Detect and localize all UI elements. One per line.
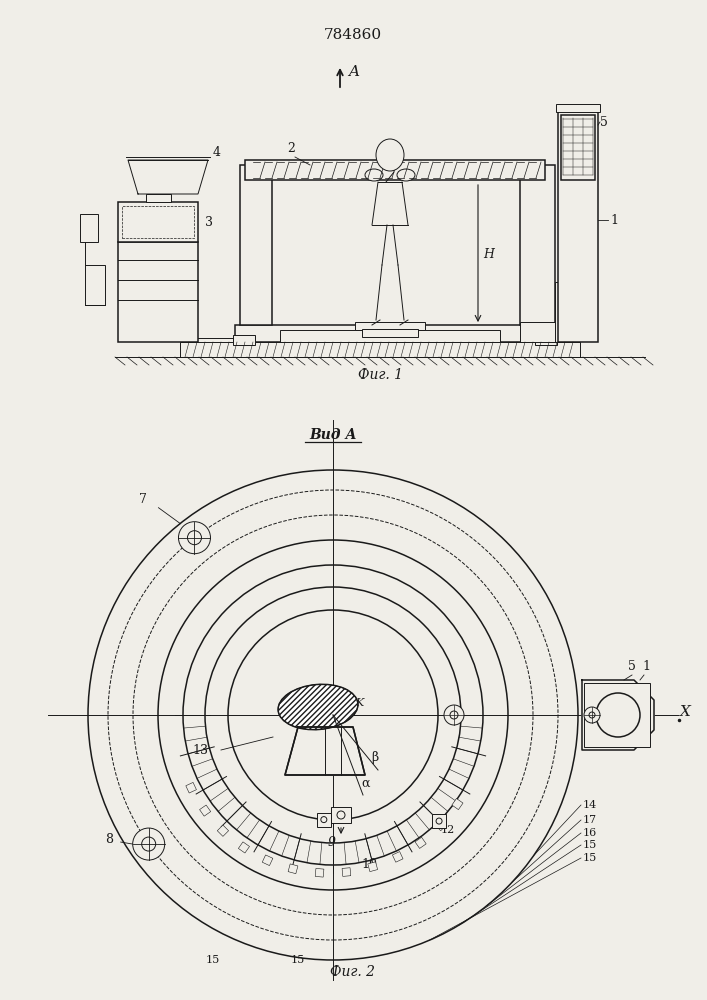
Circle shape — [596, 693, 640, 737]
Text: 15: 15 — [206, 955, 220, 965]
Text: 5: 5 — [628, 660, 636, 673]
Bar — [317, 813, 331, 827]
Bar — [368, 862, 378, 872]
Bar — [118, 202, 198, 242]
Circle shape — [444, 705, 464, 725]
Text: α: α — [361, 776, 370, 790]
Bar — [561, 115, 595, 180]
Bar — [584, 683, 650, 747]
Bar — [85, 265, 105, 305]
Bar — [362, 329, 418, 337]
Bar — [342, 868, 351, 876]
Bar — [535, 335, 557, 345]
Bar — [435, 819, 446, 831]
Text: 5: 5 — [600, 115, 608, 128]
Bar — [238, 842, 250, 853]
Bar — [186, 782, 197, 793]
Circle shape — [133, 828, 165, 860]
Bar — [262, 855, 273, 866]
Bar — [146, 194, 171, 202]
Polygon shape — [285, 727, 365, 775]
Text: 9: 9 — [328, 836, 336, 850]
Bar — [233, 335, 255, 345]
Text: 14: 14 — [583, 800, 597, 810]
Bar — [122, 206, 194, 238]
Text: K: K — [355, 698, 363, 708]
Ellipse shape — [365, 169, 383, 181]
Bar — [432, 814, 446, 828]
Text: H: H — [483, 248, 494, 261]
Bar — [558, 110, 598, 342]
Text: 2: 2 — [287, 142, 295, 155]
Bar — [452, 798, 463, 810]
Bar — [217, 825, 228, 836]
Bar — [315, 868, 324, 877]
Bar — [555, 282, 577, 342]
Text: 17: 17 — [583, 815, 597, 825]
Bar — [288, 864, 298, 874]
Text: 1: 1 — [610, 214, 618, 227]
Bar — [520, 322, 578, 342]
Polygon shape — [582, 680, 654, 750]
Text: X: X — [680, 705, 691, 719]
Bar — [118, 242, 198, 342]
Bar — [355, 322, 425, 330]
Bar — [199, 805, 211, 816]
Text: 13: 13 — [192, 744, 208, 756]
Circle shape — [178, 522, 211, 554]
Bar — [520, 165, 555, 325]
Text: β: β — [371, 750, 378, 764]
Text: 15: 15 — [291, 955, 305, 965]
Bar — [80, 214, 98, 242]
Text: 1: 1 — [642, 660, 650, 673]
Text: 15: 15 — [583, 853, 597, 863]
Ellipse shape — [397, 169, 415, 181]
Text: Фиг. 1: Фиг. 1 — [358, 368, 402, 382]
Text: A: A — [348, 65, 359, 79]
Bar — [392, 852, 403, 862]
Ellipse shape — [278, 684, 358, 730]
Text: O: O — [325, 698, 334, 708]
Text: 3: 3 — [205, 216, 213, 229]
Ellipse shape — [376, 139, 404, 171]
Text: 15: 15 — [583, 840, 597, 850]
Text: Фиг. 2: Фиг. 2 — [330, 965, 375, 979]
Bar — [280, 330, 500, 342]
Text: 784860: 784860 — [324, 28, 382, 42]
Circle shape — [584, 707, 600, 723]
Text: 10: 10 — [361, 858, 377, 871]
Bar — [331, 807, 351, 823]
Text: 12: 12 — [441, 825, 455, 835]
Text: 4: 4 — [213, 145, 221, 158]
Text: Вид А: Вид А — [309, 428, 357, 442]
Text: 8: 8 — [105, 833, 112, 846]
Bar — [240, 165, 272, 325]
Bar — [180, 342, 580, 357]
Bar — [556, 104, 600, 112]
Text: 7: 7 — [139, 493, 146, 506]
Text: 16: 16 — [583, 828, 597, 838]
Bar — [235, 325, 570, 342]
Bar — [415, 837, 426, 848]
Bar — [245, 160, 545, 180]
